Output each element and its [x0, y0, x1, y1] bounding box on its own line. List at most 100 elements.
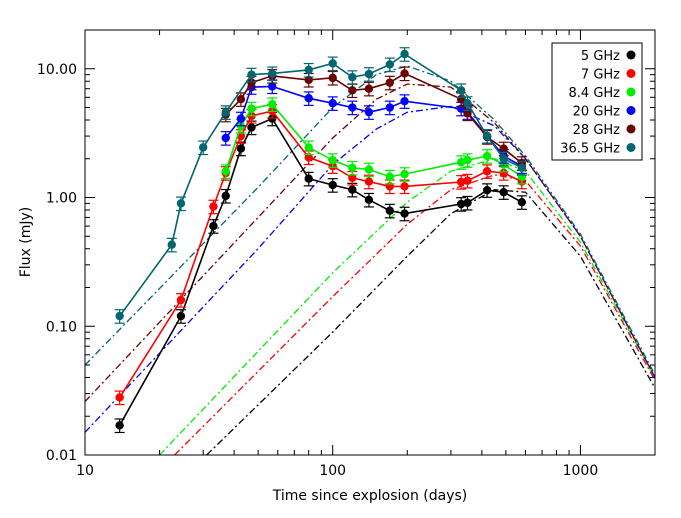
series-line — [119, 53, 523, 317]
legend-marker — [626, 50, 636, 60]
data-point — [364, 84, 374, 93]
data-point — [221, 133, 230, 143]
y-tick-label: 0.10 — [46, 319, 77, 335]
data-point — [400, 69, 409, 78]
legend-label: 5 GHz — [581, 49, 620, 64]
data-point — [364, 195, 374, 204]
data-point — [209, 202, 218, 211]
model-curve — [85, 65, 655, 376]
data-point — [482, 151, 492, 161]
data-point — [221, 107, 230, 117]
data-point — [463, 109, 472, 118]
data-point — [499, 144, 508, 153]
data-point — [176, 311, 186, 321]
data-point — [385, 172, 395, 181]
axis-ticks: 10 100 1000 0.01 0.10 1.00 10.00 — [37, 29, 656, 479]
legend-marker — [626, 87, 636, 97]
data-point — [176, 199, 186, 208]
data-point — [482, 131, 492, 141]
data-point — [517, 197, 527, 207]
data-point — [304, 153, 313, 162]
data-point — [499, 187, 508, 197]
data-point — [499, 154, 508, 163]
data-point — [400, 96, 409, 106]
data-point — [400, 49, 409, 59]
data-point — [236, 144, 246, 153]
y-tick-label: 1.00 — [46, 191, 77, 207]
legend-label: 7 GHz — [581, 68, 620, 83]
data-point — [268, 100, 277, 109]
x-tick-label: 1000 — [563, 463, 599, 479]
data-point — [456, 158, 466, 167]
data-point — [268, 82, 277, 91]
data-point — [115, 421, 124, 430]
model-curve — [159, 158, 655, 455]
legend-label: 8.4 GHz — [569, 86, 621, 101]
data-point — [236, 95, 246, 104]
data-point — [348, 103, 357, 112]
data-point — [328, 59, 337, 68]
data-point — [221, 191, 230, 201]
data-point — [463, 155, 472, 165]
data-point — [364, 177, 374, 186]
legend-marker — [626, 124, 636, 134]
data-point — [209, 221, 218, 231]
data-point — [499, 168, 508, 178]
data-point — [385, 60, 395, 69]
model-curve — [174, 174, 655, 455]
data-point — [348, 163, 357, 173]
data-point — [400, 182, 409, 191]
data-point — [304, 94, 313, 103]
data-point — [517, 163, 527, 173]
data-point — [400, 209, 409, 218]
data-point — [482, 185, 492, 195]
data-point — [348, 185, 357, 194]
data-point — [304, 75, 313, 85]
legend-marker — [626, 106, 636, 115]
y-tick-label: 10.00 — [37, 62, 77, 78]
data-point — [328, 155, 337, 165]
y-tick-label: 0.01 — [46, 448, 77, 464]
data-point — [221, 167, 230, 176]
x-tick-label: 10 — [76, 463, 94, 479]
data-point — [348, 86, 357, 95]
data-point — [400, 169, 409, 179]
data-point — [463, 99, 472, 108]
x-tick-label: 100 — [319, 463, 346, 479]
model-curve — [85, 83, 655, 403]
data-point — [348, 173, 357, 183]
data-point — [304, 143, 313, 152]
legend-label: 28 GHz — [573, 123, 621, 138]
data-point — [364, 107, 374, 117]
data-point — [364, 69, 374, 79]
data-point — [463, 176, 472, 185]
model-curves — [85, 65, 655, 455]
data-point — [176, 295, 186, 305]
data-point — [456, 86, 466, 95]
data-point — [268, 69, 277, 78]
data-point — [385, 78, 395, 87]
data-point — [167, 240, 176, 249]
data-point — [482, 167, 492, 176]
data-point — [348, 72, 357, 82]
data-point — [247, 123, 256, 132]
data-point — [304, 174, 313, 183]
x-axis-label: Time since explosion (days) — [272, 488, 468, 504]
data-point — [364, 165, 374, 174]
data-point — [304, 65, 313, 75]
data-point — [236, 114, 246, 123]
legend-marker — [626, 69, 636, 78]
data-series — [114, 47, 527, 434]
data-point — [328, 180, 337, 190]
data-point — [115, 393, 124, 402]
data-point — [463, 198, 472, 207]
legend-label: 36.5 GHz — [560, 142, 620, 157]
y-axis-label: Flux (mJy) — [18, 207, 34, 278]
data-point — [385, 103, 395, 112]
data-point — [328, 99, 337, 108]
legend-marker — [626, 143, 636, 152]
data-point — [328, 73, 337, 83]
plot-frame — [84, 29, 656, 456]
data-point — [247, 78, 256, 87]
